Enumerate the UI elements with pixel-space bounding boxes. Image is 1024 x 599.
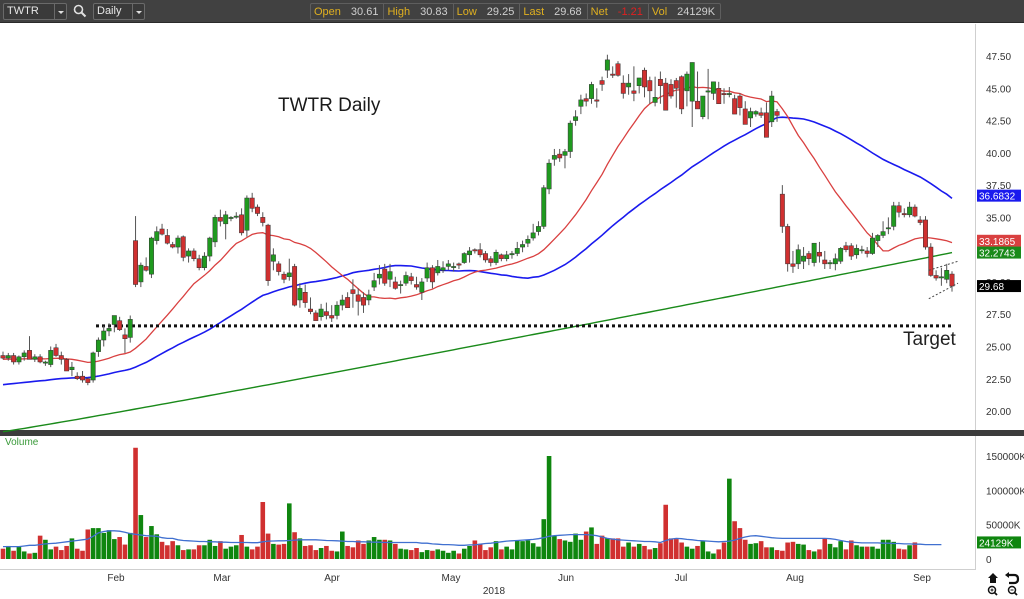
month-tick-label: May [442,573,461,584]
period-select[interactable]: Daily [93,3,145,20]
period-value: Daily [97,5,122,17]
symbol-value: TWTR [7,5,39,17]
channel-upper-line [928,260,959,271]
price-badge-text: 36.6832 [979,192,1016,203]
quote-value: 30.83 [420,5,448,18]
month-tick-label: Apr [324,573,340,584]
quote-label: Open [314,5,341,18]
quote-label: Net [590,5,608,18]
quote-value: 30.61 [350,5,379,18]
price-tick-label: 20.00 [986,407,1011,418]
price-tick-label: 27.50 [986,310,1011,321]
chart-title: TWTR Daily [278,95,381,116]
quote-value: 24129K [677,5,716,18]
price-badge-text: 33.1865 [979,237,1016,248]
home-icon[interactable] [988,573,998,583]
quote-label: High [387,5,411,18]
ma-fast-line [2,85,953,364]
volume-badge-text: 24129K [979,538,1014,549]
volume-bars [0,447,918,559]
price-tick-label: 45.00 [986,84,1011,95]
price-tick-label: 40.00 [986,149,1011,160]
quote-label: Low [456,5,477,18]
quote-label: Last [523,5,545,18]
month-tick-label: Jun [558,573,574,584]
symbol-input[interactable]: TWTR [3,3,67,20]
quote-value: -1.21 [617,5,643,18]
volume-panel-label: Volume [5,437,39,448]
symbol-dropdown-chevron-icon[interactable] [54,4,66,19]
quote-high: High 30.83 [384,4,454,19]
toolbar: TWTR Daily Open 30.61 High 30.83 Low 29.25 … [0,0,1024,23]
month-tick-label: Mar [213,573,231,584]
month-tick-label: Jul [675,573,688,584]
price-badge [977,189,1021,202]
zoom-in-icon[interactable] [987,585,998,596]
price-volume-chart[interactable]: 47.5045.0042.5040.0037.5035.0032.5030.00… [0,24,1024,599]
month-tick-label: Aug [786,573,804,584]
search-icon[interactable] [73,4,87,18]
quote-net: Net -1.21 [588,4,649,19]
target-label: Target [903,329,957,350]
volume-badge [977,536,1021,549]
price-tick-label: 35.00 [986,213,1011,224]
chart-background [0,24,1024,599]
volume-tick-label: 150000K [986,452,1024,463]
zoom-out-icon[interactable] [1007,585,1018,596]
price-badge [977,246,1021,259]
month-tick-label: Feb [107,573,125,584]
price-tick-label: 47.50 [986,52,1011,63]
quote-last: Last 29.68 [520,4,588,19]
undo-icon[interactable] [1005,572,1020,585]
quote-low: Low 29.25 [454,4,521,19]
month-tick-label: Sep [913,573,931,584]
price-tick-label: 22.50 [986,375,1011,386]
price-tick-label: 42.50 [986,117,1011,128]
volume-tick-label: 50000K [986,521,1021,532]
volume-ma-line [3,530,942,548]
period-dropdown-chevron-icon[interactable] [132,4,144,19]
candlestick-series [0,54,955,386]
quote-value: 29.25 [486,5,515,18]
price-badge [977,280,1021,293]
price-badge [977,234,1021,247]
quote-vol: Vol 24129K [649,4,720,19]
volume-tick-label: 100000K [986,486,1024,497]
quote-label: Vol [651,5,668,18]
chart-nav-controls [987,572,1020,596]
quote-open: Open 30.61 [311,4,385,19]
year-label: 2018 [483,586,506,597]
price-tick-label: 25.00 [986,342,1011,353]
quote-bar: Open 30.61 High 30.83 Low 29.25 Last 29.68 N… [310,3,722,20]
ma-slow-line [2,251,953,433]
price-badge-text: 29.68 [979,282,1004,293]
price-tick-label: 37.50 [986,181,1011,192]
price-badge-text: 32.2743 [979,249,1016,260]
panel-splitter[interactable] [0,430,1024,436]
volume-tick-label: 0 [986,555,992,566]
channel-lower-line [928,282,959,300]
quote-value: 29.68 [554,5,582,18]
